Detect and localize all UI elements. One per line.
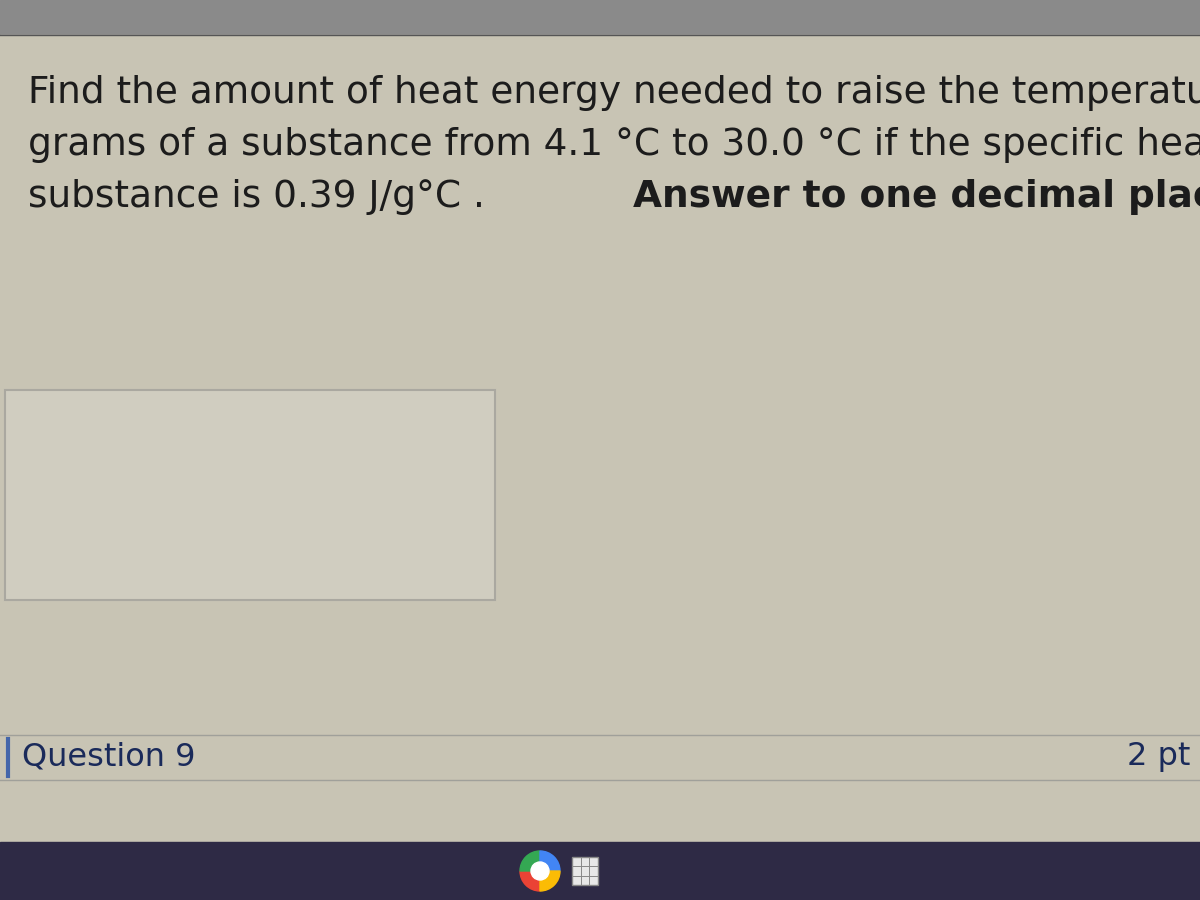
Bar xyxy=(5,390,496,600)
Bar xyxy=(0,735,1200,780)
Text: Find the amount of heat energy needed to raise the temperature of 5.4: Find the amount of heat energy needed to… xyxy=(28,75,1200,111)
Wedge shape xyxy=(540,851,560,871)
Bar xyxy=(0,842,1200,900)
Text: grams of a substance from 4.1 °C to 30.0 °C if the specific heat of the: grams of a substance from 4.1 °C to 30.0… xyxy=(28,127,1200,163)
Text: substance is 0.39 J/g°C .: substance is 0.39 J/g°C . xyxy=(28,179,497,215)
Bar xyxy=(0,35,1200,842)
Wedge shape xyxy=(520,871,540,891)
Circle shape xyxy=(530,862,550,880)
Text: Answer to one decimal place.: Answer to one decimal place. xyxy=(632,179,1200,215)
Text: 2 pt: 2 pt xyxy=(1127,742,1190,772)
Wedge shape xyxy=(520,851,540,871)
Text: Question 9: Question 9 xyxy=(22,742,196,772)
Wedge shape xyxy=(540,871,560,891)
Bar xyxy=(0,0,1200,35)
Bar xyxy=(572,857,598,885)
